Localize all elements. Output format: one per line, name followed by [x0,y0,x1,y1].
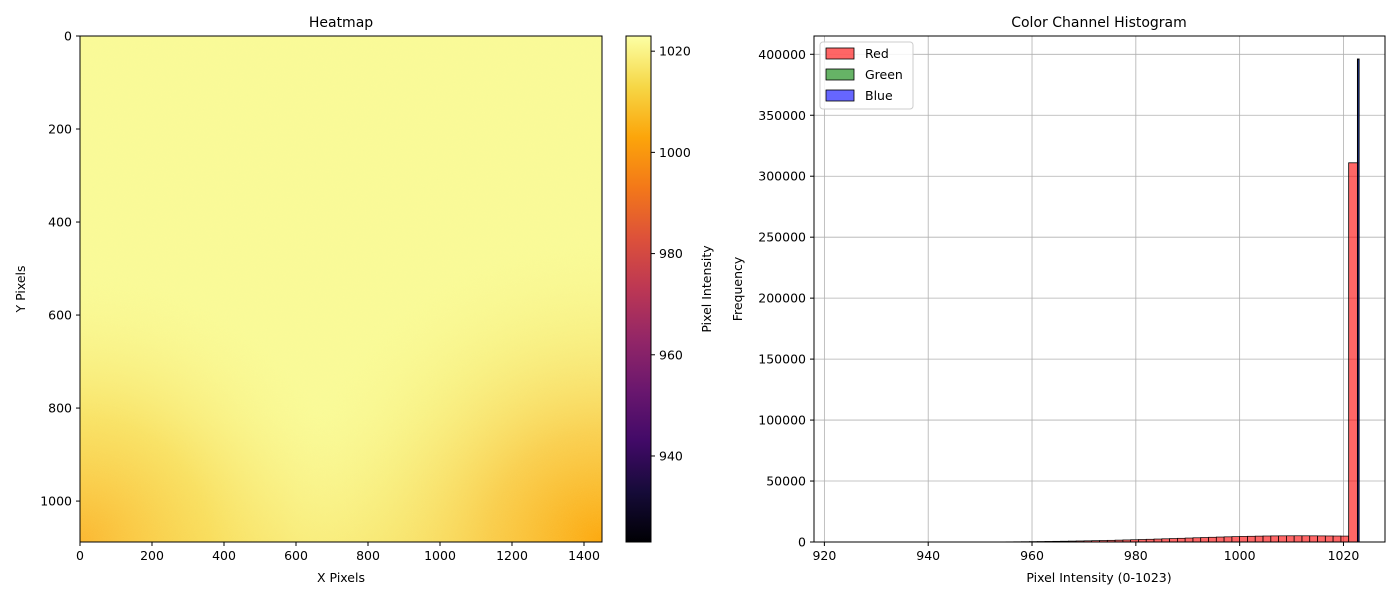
histogram-x-tick-label: 940 [916,548,940,563]
heatmap-x-tick-label: 1200 [496,548,528,563]
heatmap-x-tick-label: 400 [212,548,236,563]
heatmap-x-tick-label: 200 [140,548,164,563]
histogram-bar-red [1192,537,1202,543]
legend-swatch-blue [825,89,855,102]
histogram-bar-red [1239,536,1248,543]
histogram-grid [814,36,1385,543]
heatmap-x-tick-label: 0 [76,548,84,563]
histogram-x-tick-label: 1000 [1224,548,1256,563]
histogram-bar-red [1317,535,1326,543]
histogram-bar-red [1208,536,1217,543]
histogram-bar-red [1301,535,1311,543]
heatmap-y-tick-label: 800 [48,401,72,416]
histogram-bar-red [1278,535,1287,543]
heatmap-y-label: Y Pixels [13,265,28,313]
histogram-panel: Color Channel Histogram 920 940 960 980 1000… [730,15,1386,585]
heatmap-y-ticks: 0 200 400 600 800 1000 [40,29,80,509]
histogram-x-ticks: 920 940 960 980 1000 1020 [812,542,1359,563]
heatmap-y-tick-label: 400 [48,215,72,230]
histogram-bar-red [1184,537,1194,543]
histogram-frame [813,35,1386,543]
colorbar-label: Pixel Intensity [699,245,714,333]
histogram-bar-red [1177,537,1186,543]
histogram-bar-red [1247,535,1256,543]
histogram-title: Color Channel Histogram [1011,15,1187,31]
heatmap-y-tick-label: 1000 [40,494,72,509]
histogram-bar-red [1324,535,1334,543]
colorbar-tick-label: 960 [659,347,683,362]
colorbar-tick-label: 940 [659,448,683,463]
colorbar-ticks: 940 960 980 1000 1020 [651,44,691,463]
heatmap-y-tick-label: 0 [64,29,72,44]
histogram-y-tick-label: 250000 [758,230,806,245]
histogram-bar-red [1270,535,1279,543]
histogram-bar-red [1200,537,1209,543]
heatmap-y-tick-label: 200 [48,122,72,137]
histogram-y-tick-label: 300000 [758,169,806,184]
histogram-x-tick-label: 920 [812,548,836,563]
colorbar [625,35,652,543]
histogram-bar-red [1231,536,1241,543]
histogram-y-ticks: 0 50000 100000 150000 200000 250000 300000 3500… [758,47,814,550]
legend-swatch-red [825,47,855,60]
histogram-bar-red [1340,535,1350,543]
heatmap-x-ticks: 0 200 400 600 800 1000 1200 1400 [76,542,600,563]
heatmap-x-tick-label: 800 [356,548,380,563]
histogram-bar-red [1254,535,1264,543]
colorbar-tick-label: 1000 [659,145,691,160]
histogram-bar-red [1169,538,1178,543]
histogram-x-tick-label: 1020 [1328,548,1360,563]
histogram-y-tick-label: 50000 [766,474,806,489]
histogram-y-tick-label: 200000 [758,291,806,306]
histogram-bar-red [1332,535,1342,543]
heatmap-x-label: X Pixels [317,570,365,585]
histogram-bar-red [1286,535,1295,543]
histogram-x-tick-label: 960 [1020,548,1044,563]
histogram-x-tick-label: 980 [1124,548,1148,563]
histogram-bars [1005,58,1360,543]
heatmap-image [80,36,602,542]
heatmap-x-tick-label: 600 [284,548,308,563]
colorbar-tick-label: 1020 [659,44,691,59]
histogram-bar-red [1293,535,1303,543]
legend-label-red: Red [865,46,889,61]
histogram-bar-red [1309,535,1318,543]
histogram-y-tick-label: 100000 [758,413,806,428]
histogram-y-tick-label: 0 [798,535,806,550]
histogram-y-label: Frequency [730,256,745,321]
heatmap-title: Heatmap [309,15,373,31]
histogram-y-tick-label: 350000 [758,108,806,123]
legend: Red Green Blue [819,41,914,110]
heatmap-y-tick-label: 600 [48,308,72,323]
heatmap-x-tick-label: 1400 [568,548,600,563]
histogram-y-tick-label: 150000 [758,352,806,367]
histogram-bar-red [1262,535,1272,543]
histogram-x-label: Pixel Intensity (0-1023) [1026,570,1171,585]
heatmap-x-tick-label: 1000 [424,548,456,563]
histogram-bar-red [1215,536,1225,543]
colorbar-tick-label: 980 [659,246,683,261]
histogram-y-tick-label: 400000 [758,47,806,62]
legend-label-blue: Blue [865,88,893,103]
heatmap-frame [79,35,603,543]
heatmap-panel: Heatmap 0 200 400 600 800 1000 1200 1400 0 200 40… [13,15,714,585]
histogram-bar-red [1223,536,1233,543]
histogram-bar-blue-peak [1356,58,1360,543]
legend-label-green: Green [865,67,903,82]
legend-swatch-green [825,68,855,81]
